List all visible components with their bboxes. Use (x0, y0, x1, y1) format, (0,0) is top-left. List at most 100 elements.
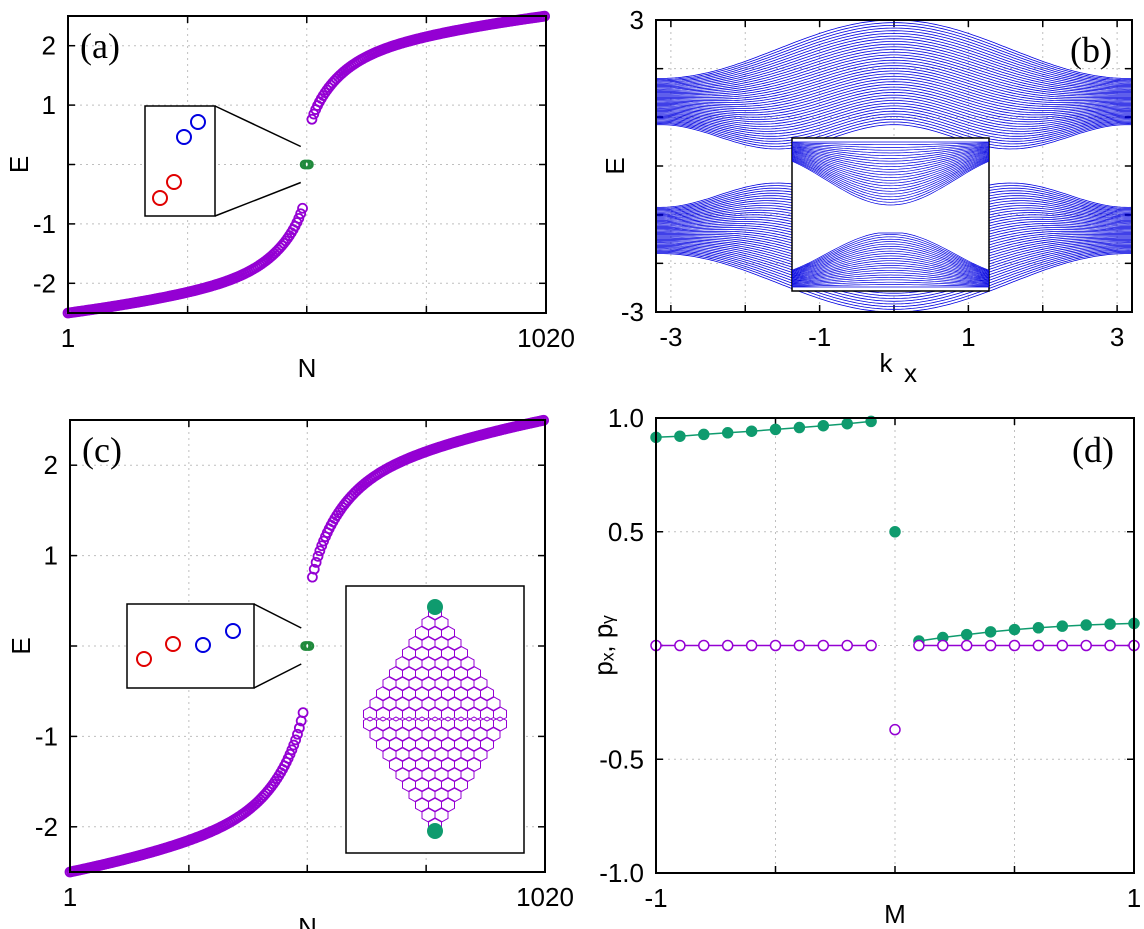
y-tick-label: 1.0 (608, 403, 644, 433)
inset-band-line (791, 144, 990, 151)
inset-band-line (791, 267, 990, 282)
band-line-upper (656, 65, 1132, 100)
y-tick-label: 2 (44, 450, 58, 480)
x-tick-label: 1 (1127, 883, 1141, 913)
band-line-upper (656, 43, 1132, 90)
inset-state-point (152, 190, 168, 206)
inset-band-line (791, 145, 990, 157)
band-line-upper (656, 89, 1132, 118)
band-line-upper (656, 81, 1132, 111)
x-axis-label: N (298, 353, 317, 383)
inset-band-line (791, 142, 990, 146)
band-line-upper (656, 116, 1132, 142)
band-line-upper (656, 25, 1132, 82)
panel-label: (d) (1072, 430, 1114, 470)
band-line-lower (656, 244, 1132, 294)
inset-band-line (791, 154, 990, 184)
inset-band-line (791, 150, 990, 173)
series-point (913, 639, 925, 652)
band-line-upper (656, 84, 1132, 114)
series-point (1032, 639, 1045, 652)
inset-band-line (791, 257, 990, 279)
x-tick-label: -1 (644, 883, 667, 913)
inset-band-line (791, 151, 990, 176)
band-line-upper (656, 51, 1132, 93)
plot-frame (69, 419, 546, 873)
panel-d: -1 1 1.0 0.5 -0.5 -1.0 (d) Mpₓ, pᵧ (588, 403, 1141, 929)
band-line-upper (656, 108, 1132, 135)
band-line-upper (656, 73, 1132, 105)
plot-frame (655, 19, 1133, 313)
inset-band-line (791, 272, 990, 283)
band-line-upper (656, 100, 1132, 127)
inset-state-point (190, 114, 206, 130)
series-point (817, 419, 830, 432)
inset-band-line (791, 241, 990, 274)
panel-label: (c) (82, 430, 122, 470)
band-line-upper (656, 102, 1132, 130)
inset-band-line (791, 155, 990, 187)
series-p_x (650, 415, 1140, 647)
series-point (1056, 639, 1069, 652)
state-point (314, 545, 326, 557)
corner-state-marker-top (427, 599, 443, 615)
series-point (1080, 639, 1092, 652)
panel-label: (a) (80, 26, 120, 66)
series-point (769, 639, 782, 652)
band-line-upper (656, 59, 1132, 97)
series-point (769, 423, 782, 436)
state-point (286, 744, 298, 756)
inset-band-line (791, 143, 990, 148)
y-axis-label: pₓ, pᵧ (588, 615, 618, 676)
band-line-upper (656, 113, 1132, 140)
band-line-upper (656, 105, 1132, 132)
panel-c: 1 1020 2 1 -1 -2 (c) N E (6, 414, 574, 929)
inset-band-line (791, 234, 990, 272)
series-point (721, 427, 734, 439)
inset-band-line (791, 262, 990, 281)
state-point (310, 556, 322, 568)
honeycomb-lattice (363, 605, 507, 833)
bulk-states (64, 414, 550, 878)
series-point (1032, 622, 1045, 634)
inset-band-line (791, 232, 990, 271)
inset-band-line (791, 236, 990, 273)
state-point (290, 734, 302, 746)
x-tick-label: 1 (961, 322, 975, 352)
band-line-upper (656, 97, 1132, 125)
series-point (1104, 618, 1116, 630)
band-line-upper (656, 110, 1132, 137)
band-line-upper (656, 27, 1132, 83)
inset-band-line (791, 160, 990, 203)
band-line-upper (656, 62, 1132, 98)
inset-band-line (791, 250, 990, 277)
panel-a: 1 1020 2 1 -1 -2 (a) N E (4, 10, 575, 383)
y-tick-label: 1 (44, 541, 58, 571)
series-point (984, 639, 997, 652)
x-tick-label: 1 (61, 323, 75, 353)
band-line-upper (656, 35, 1132, 86)
band-line-upper (656, 70, 1132, 103)
series-point (674, 430, 686, 442)
series-point (745, 639, 758, 652)
series-point (1008, 639, 1021, 652)
inset-band-line (791, 152, 990, 178)
y-axis-label: E (600, 157, 630, 174)
inset-band-line (791, 147, 990, 162)
inset-band-line (791, 265, 990, 281)
x-axis-label-subscript: x (904, 358, 917, 388)
series-point (1104, 639, 1116, 652)
series-point (841, 417, 853, 430)
y-axis-label: E (6, 637, 36, 654)
y-tick-label: -1 (35, 721, 58, 751)
inset-band-line (791, 150, 990, 170)
state-point (297, 202, 308, 214)
bulk-states (62, 10, 550, 319)
band-line-upper (656, 124, 1132, 150)
state-point (308, 563, 320, 575)
series-point (1008, 623, 1021, 636)
band-line-upper (656, 94, 1132, 123)
y-tick-label: -0.5 (599, 744, 644, 774)
series-point (984, 626, 997, 638)
